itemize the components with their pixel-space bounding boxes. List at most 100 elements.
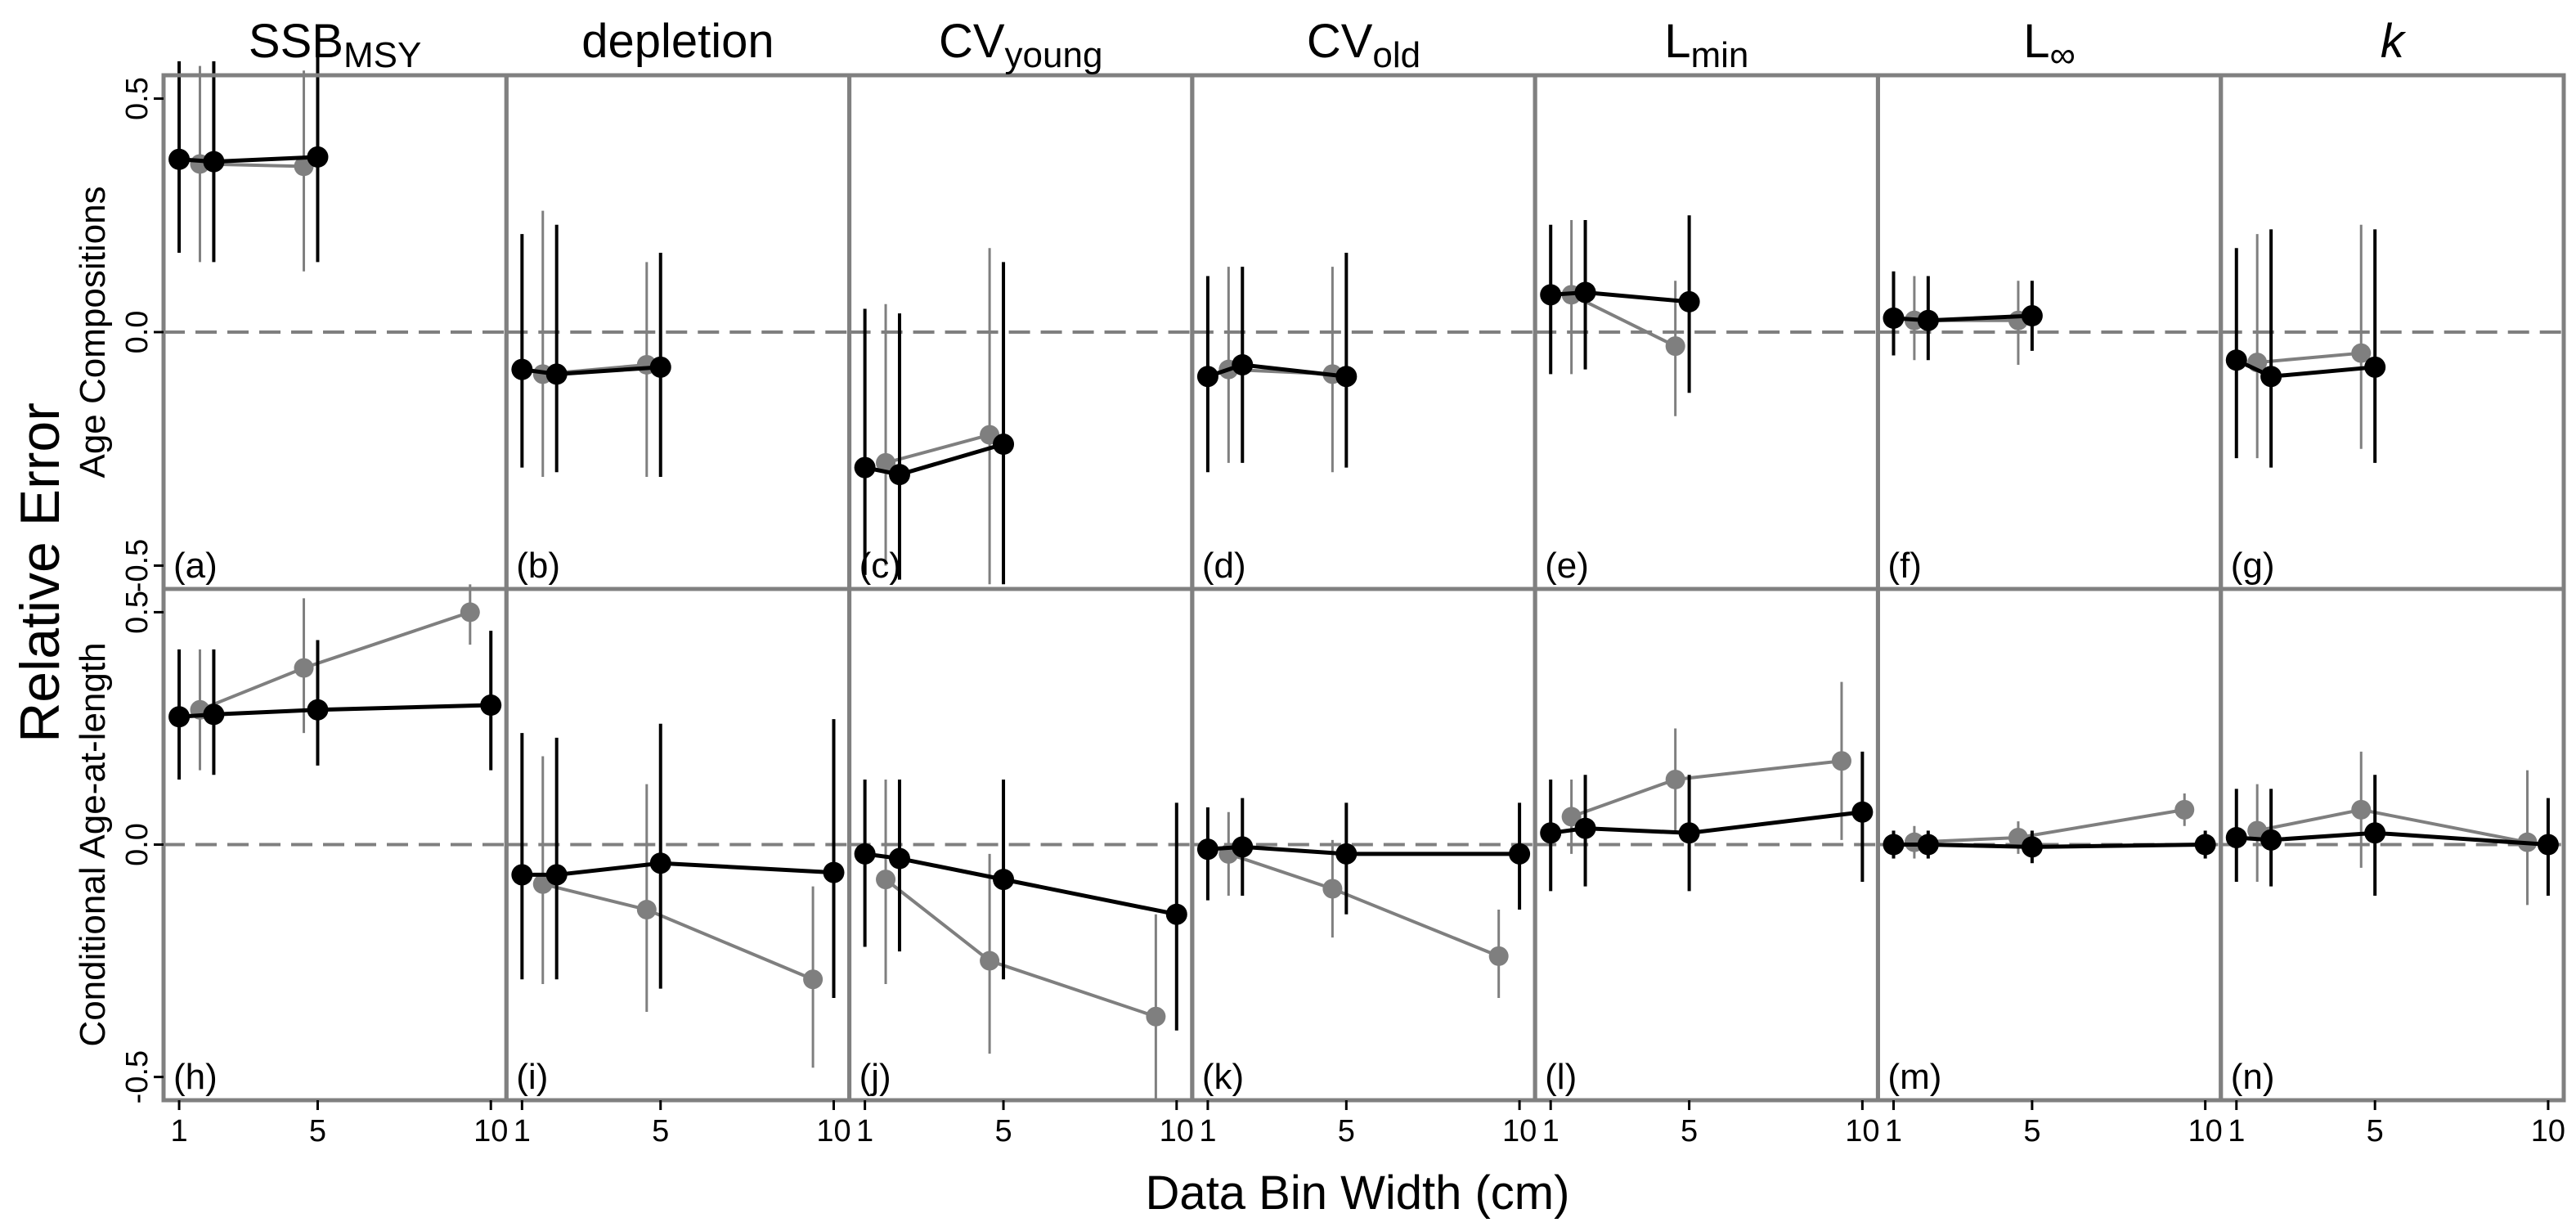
- series-line-gray: [542, 882, 814, 982]
- x-axis-title: Data Bin Width (cm): [1146, 1166, 1570, 1220]
- data-point-black: [1335, 366, 1358, 388]
- data-point-black: [823, 861, 845, 883]
- column-title: k: [2381, 15, 2407, 68]
- facet-panels: (a) (b) (c) (d) (e) (f) (g) (h) (i) (j) (k) (l) (m) (…: [161, 56, 2566, 1103]
- data-point-black: [2364, 822, 2386, 844]
- x-tick-label: 10: [1845, 1114, 1879, 1148]
- data-point-black: [888, 464, 910, 486]
- data-point-gray: [636, 900, 657, 920]
- data-point-black: [993, 869, 1015, 891]
- data-point-gray: [1322, 879, 1343, 899]
- data-point-black: [854, 843, 876, 865]
- data-point-gray: [1665, 769, 1685, 789]
- x-tick-label: 1: [514, 1114, 531, 1148]
- series-line-gray: [1570, 759, 1842, 819]
- data-point-black: [307, 699, 329, 721]
- data-point-black: [888, 847, 910, 870]
- column-title: Lmin: [1664, 15, 1748, 75]
- panel-tag-label: (f): [1887, 546, 1922, 586]
- series-line-black: [2236, 830, 2549, 847]
- data-point-black: [1509, 843, 1531, 865]
- panel-tag-label: (l): [1545, 1057, 1577, 1097]
- series-line-gray: [1914, 807, 2185, 844]
- y-axis-title: Relative Error: [9, 402, 71, 743]
- panel-tag-label: (m): [1887, 1057, 1941, 1097]
- data-point-black: [168, 148, 191, 170]
- panel-g: (g): [2219, 73, 2566, 591]
- data-point-gray: [1831, 751, 1851, 771]
- panel-tag-label: (c): [859, 546, 901, 586]
- data-point-gray: [980, 951, 1000, 971]
- panel-i: (i): [504, 587, 852, 1103]
- column-title: SSBMSY: [249, 15, 421, 75]
- row-titles: Age Compositions Conditional Age-at-lengt…: [73, 186, 113, 1046]
- data-point-black: [203, 703, 225, 726]
- data-point-black: [1335, 843, 1358, 865]
- x-tick-label: 10: [816, 1114, 850, 1148]
- data-point-black: [649, 852, 671, 874]
- row-title-label: Conditional Age-at-length: [73, 642, 113, 1046]
- data-point-gray: [294, 658, 314, 678]
- series-line-gray: [1570, 293, 1676, 348]
- row-title-label: Age Compositions: [73, 186, 113, 478]
- y-tick-label: 0.0: [120, 823, 155, 866]
- panel-tag-label: (g): [2231, 546, 2275, 586]
- x-tick-label: 1: [1199, 1114, 1216, 1148]
- data-point-black: [2537, 834, 2559, 856]
- x-tick-label: 5: [652, 1114, 669, 1148]
- series-line-gray: [199, 610, 471, 712]
- panel-c: (c): [847, 73, 1195, 591]
- data-point-black: [1232, 353, 1254, 375]
- panel-l: (l): [1533, 587, 1880, 1103]
- panel-h: (h): [161, 584, 509, 1103]
- data-point-gray: [1665, 336, 1685, 357]
- series-line-gray: [1227, 852, 1500, 958]
- column-title: L∞: [2023, 15, 2076, 75]
- data-point-gray: [2351, 799, 2372, 820]
- series-line-gray: [885, 433, 990, 465]
- axes: -0.50.00.5-0.50.00.51 5 10 1 5 10 1 5 10 1 5 10 1 5 10…: [120, 77, 2565, 1148]
- panel-b: (b): [504, 73, 852, 591]
- y-tick-label: 0.0: [120, 311, 155, 354]
- series-line-gray: [2257, 351, 2362, 365]
- panel-tag-label: (d): [1202, 546, 1246, 586]
- data-point-black: [1917, 309, 1939, 331]
- panel-tag-label: (k): [1202, 1057, 1244, 1097]
- data-point-black: [203, 151, 225, 173]
- x-tick-label: 5: [309, 1114, 326, 1148]
- data-point-gray: [460, 602, 480, 622]
- column-title: CVold: [1307, 15, 1420, 75]
- data-point-black: [545, 864, 568, 886]
- x-tick-label: 1: [1885, 1114, 1902, 1148]
- panel-frame: [2219, 587, 2566, 1103]
- column-titles: SSBMSY depletion CVyoung CVold Lmin L∞ k: [249, 15, 2407, 75]
- series-line-black: [1207, 844, 1520, 856]
- series-line-black: [1893, 843, 2206, 849]
- data-point-gray: [876, 870, 896, 890]
- data-point-black: [2364, 356, 2386, 378]
- x-tick-label: 5: [2367, 1114, 2384, 1148]
- series-line-black: [178, 703, 491, 719]
- data-point-black: [2225, 826, 2247, 848]
- data-point-black: [511, 358, 533, 380]
- data-point-black: [1540, 284, 1562, 306]
- data-point-black: [2021, 836, 2043, 858]
- panel-m: (m): [1875, 587, 2224, 1103]
- panel-j: (j): [847, 587, 1195, 1103]
- data-point-black: [1917, 834, 1939, 856]
- data-point-black: [511, 864, 533, 886]
- data-point-black: [1196, 838, 1218, 861]
- panel-k: (k): [1190, 587, 1537, 1103]
- data-point-gray: [803, 969, 824, 990]
- data-point-black: [2260, 829, 2282, 851]
- x-tick-label: 1: [170, 1114, 187, 1148]
- data-point-black: [2194, 834, 2216, 856]
- series-line-black: [864, 852, 1178, 917]
- data-point-black: [649, 356, 671, 378]
- data-point-black: [1678, 290, 1700, 312]
- panel-tag-label: (i): [516, 1057, 548, 1097]
- panel-tag-label: (h): [173, 1057, 218, 1097]
- data-point-black: [1232, 836, 1254, 858]
- x-tick-label: 5: [994, 1114, 1012, 1148]
